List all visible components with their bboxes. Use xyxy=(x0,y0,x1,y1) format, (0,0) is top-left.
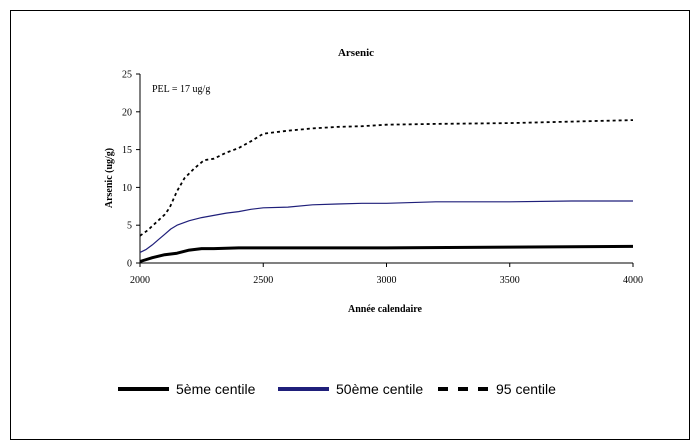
legend-label-2: 50ème centile xyxy=(336,381,423,397)
series-line-1 xyxy=(139,244,634,263)
y-axis-label: Arsenic (ug/g) xyxy=(104,148,115,208)
plot-area: 0 5 10 15 20 25 2000 2500 3000 3500 4000 xyxy=(122,70,643,287)
x-tick-label: 2500 xyxy=(253,275,273,286)
y-tick-label: 25 xyxy=(122,70,132,81)
y-tick-label: 0 xyxy=(127,259,132,270)
series-line-2 xyxy=(139,200,633,253)
x-axis-label: Année calendaire xyxy=(348,304,423,315)
series-line-3 xyxy=(139,119,634,237)
legend-label-3: 95 centile xyxy=(496,381,556,397)
legend-label-1: 5ème centile xyxy=(176,381,256,397)
x-tick-label: 2000 xyxy=(130,275,150,286)
y-tick-label: 15 xyxy=(122,145,132,156)
annotation-pel: PEL = 17 ug/g xyxy=(152,84,210,95)
chart-frame: Arsenic 0 5 10 15 20 25 2000 2500 3000 3500 4000 P… xyxy=(10,10,690,440)
line-chart: Arsenic 0 5 10 15 20 25 2000 2500 3000 3500 4000 P… xyxy=(104,47,643,397)
x-tick-label: 4000 xyxy=(623,275,643,286)
y-tick-label: 10 xyxy=(122,183,132,194)
x-tick-label: 3500 xyxy=(500,275,520,286)
chart-title: Arsenic xyxy=(338,47,374,59)
y-tick-label: 20 xyxy=(122,107,132,118)
y-tick-label: 5 xyxy=(127,221,132,232)
x-tick-label: 3000 xyxy=(377,275,397,286)
legend: 5ème centile 50ème centile 95 centile xyxy=(118,381,556,397)
